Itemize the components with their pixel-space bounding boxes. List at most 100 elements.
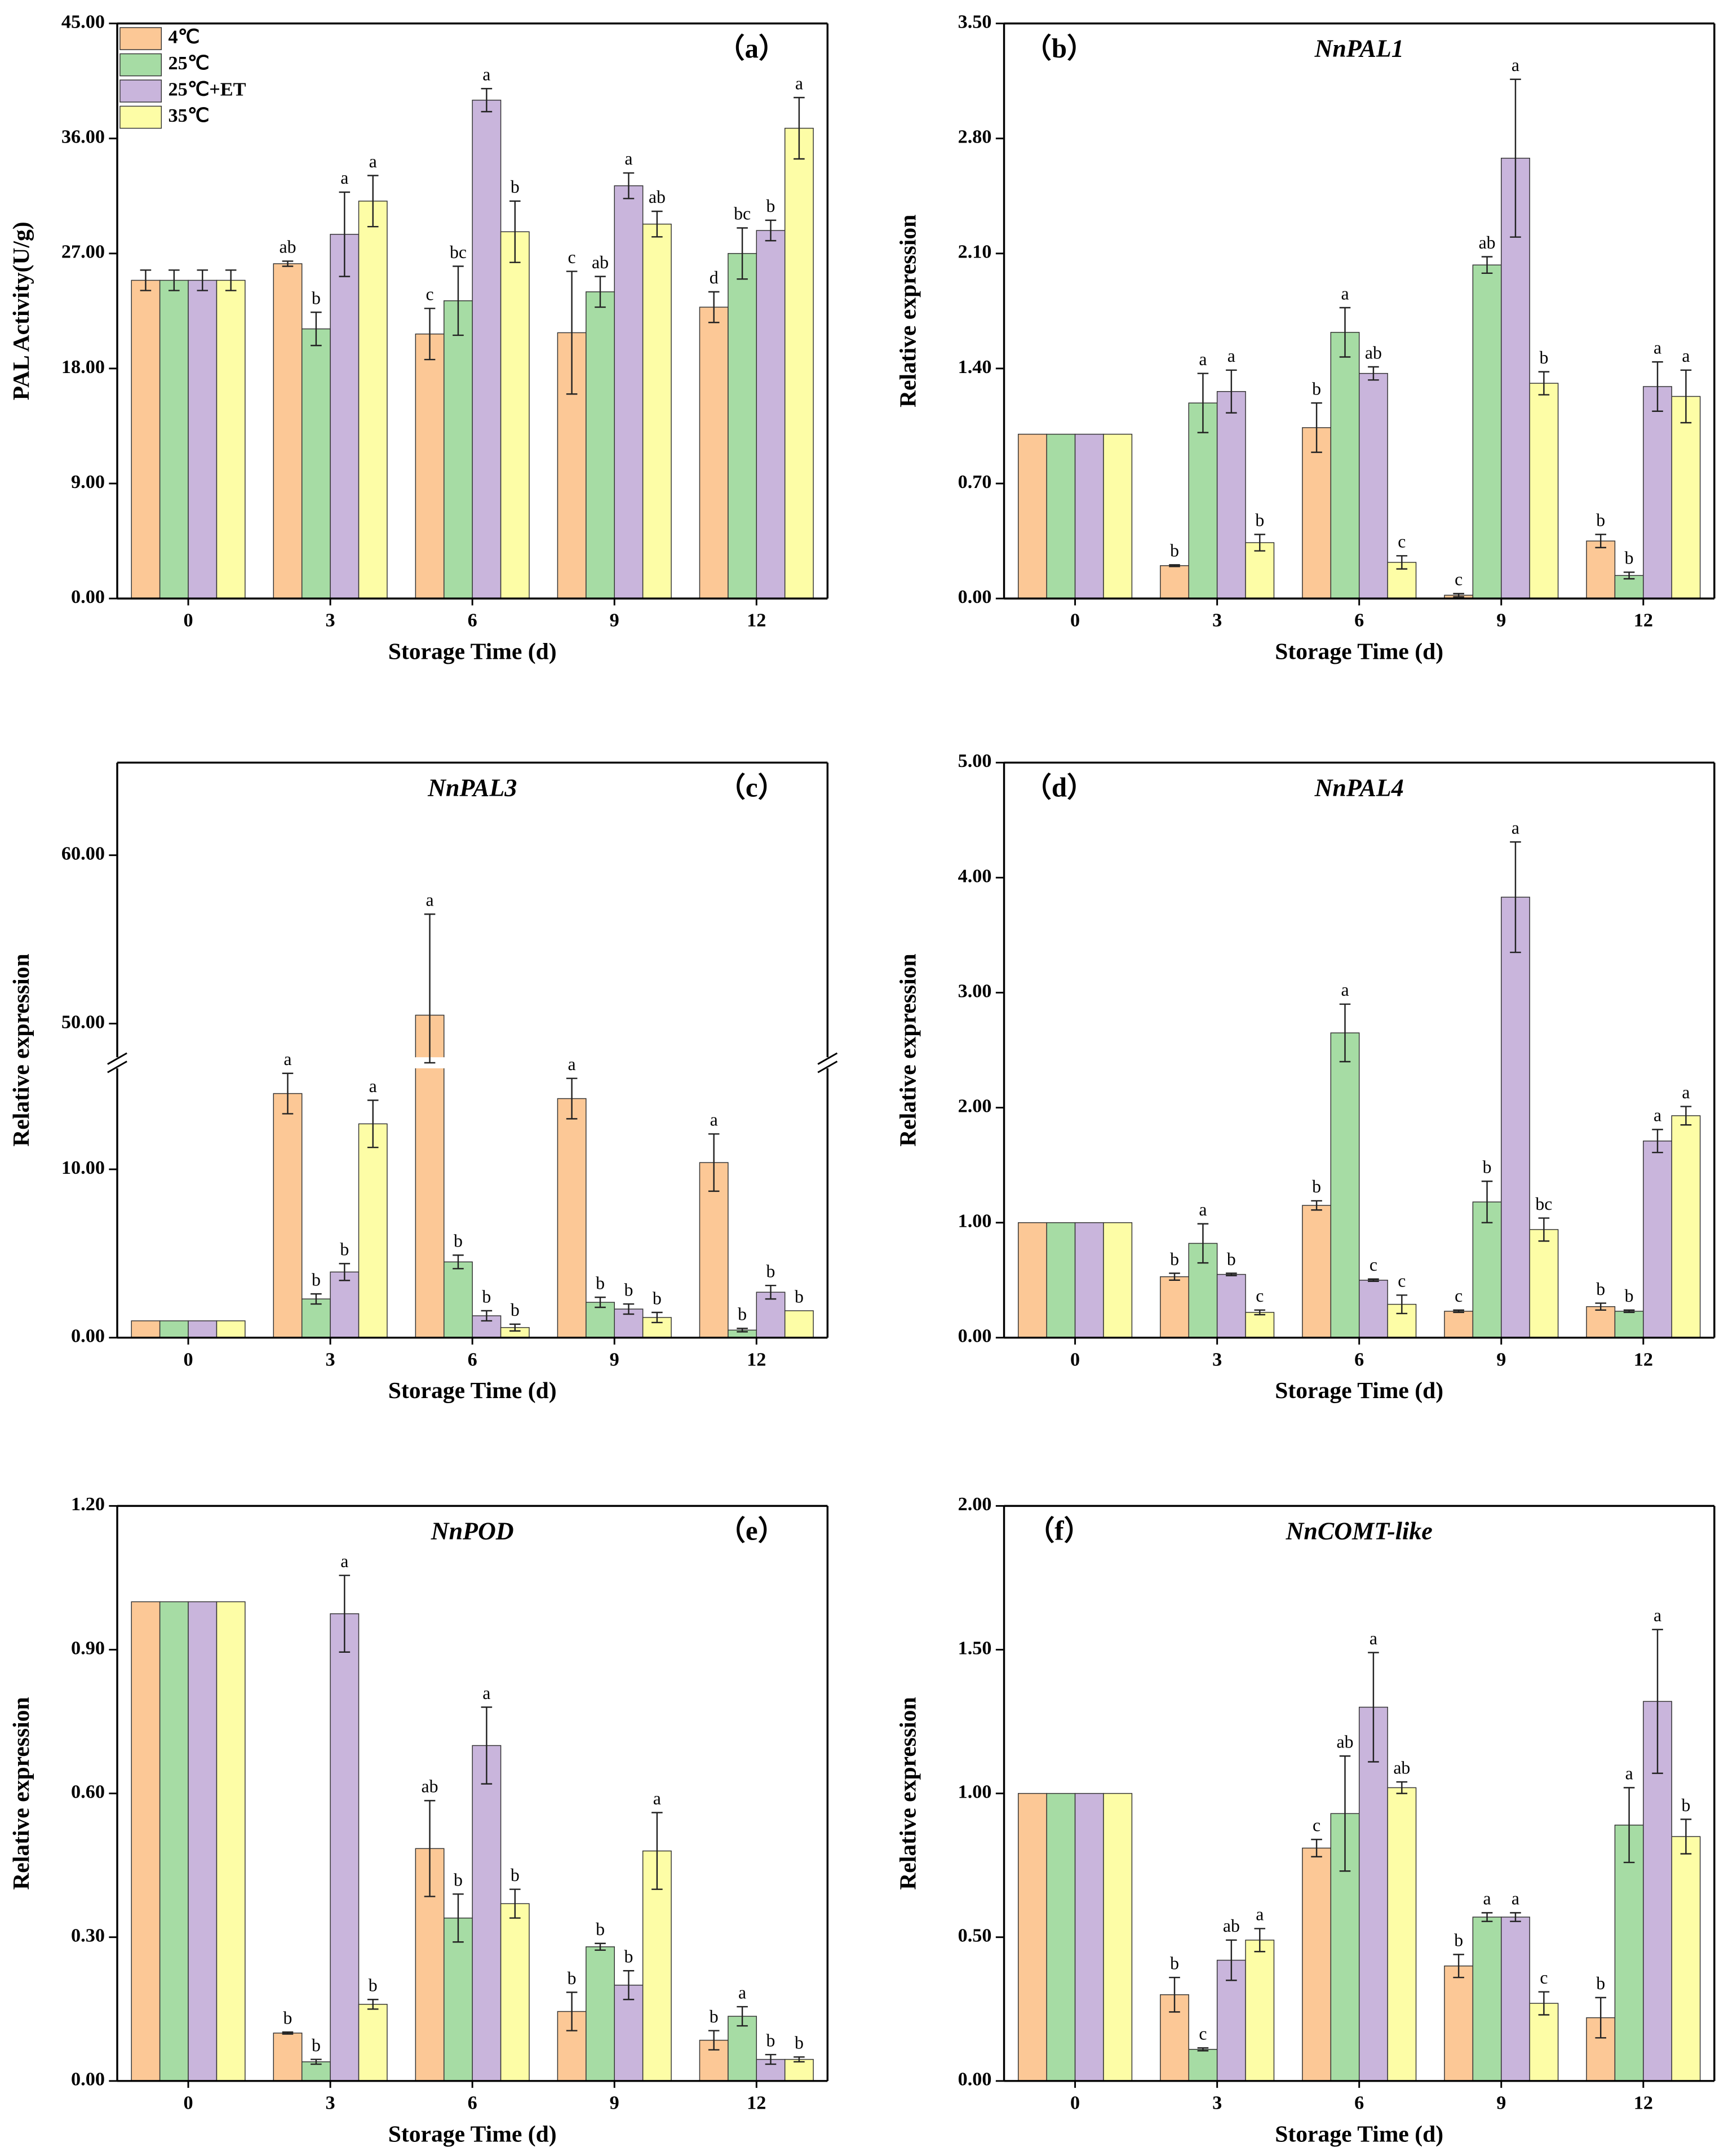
y-tick-label: 10.00 — [61, 1157, 105, 1178]
error-bar — [282, 260, 294, 267]
y-tick-label: 0.00 — [71, 1325, 105, 1347]
significance-letter: b — [710, 2007, 719, 2026]
bar — [1245, 1940, 1275, 2082]
error-bar — [595, 276, 606, 308]
y-tick-label: 2.80 — [958, 126, 992, 148]
y-tick-label: 0.00 — [958, 1325, 992, 1347]
bar — [1358, 1280, 1388, 1338]
bar — [1614, 1824, 1644, 2082]
break-mark — [107, 1061, 127, 1073]
significance-letter: b — [1312, 379, 1321, 398]
error-bar — [1197, 2047, 1209, 2052]
bar — [1074, 1222, 1104, 1338]
y-tick-label: 1.50 — [958, 1637, 992, 1658]
significance-letter: b — [511, 177, 520, 197]
error-bar — [794, 2056, 805, 2063]
bar — [1472, 264, 1502, 599]
bar — [1074, 433, 1104, 599]
x-tick-label: 9 — [1496, 610, 1506, 631]
bar — [1671, 396, 1701, 599]
bar — [330, 1271, 360, 1338]
bar — [1330, 332, 1360, 599]
significance-letter: bc — [450, 242, 467, 262]
significance-letter: c — [426, 285, 433, 304]
significance-letter: b — [1170, 1953, 1179, 1973]
bar — [188, 1320, 218, 1338]
error-bar — [1510, 1912, 1521, 1922]
bar — [188, 280, 218, 599]
bar — [301, 328, 331, 599]
error-bar — [1254, 1928, 1266, 1953]
error-bar — [1538, 1217, 1550, 1242]
y-tick-label: 2.10 — [958, 241, 992, 263]
significance-letter: b — [653, 1288, 662, 1308]
chart-title: NnPAL1 — [1314, 35, 1404, 63]
bar — [1472, 1917, 1502, 2082]
significance-letter: c — [1455, 570, 1462, 589]
error-bar — [794, 96, 805, 160]
axis-break — [106, 1057, 839, 1068]
significance-letter: b — [511, 1865, 520, 1885]
bar — [1444, 1966, 1474, 2082]
significance-letter: b — [1170, 541, 1179, 561]
bar — [415, 1014, 445, 1338]
error-bar — [1595, 534, 1607, 548]
legend-swatch — [119, 27, 162, 50]
significance-letter: b — [1255, 511, 1264, 530]
x-tick-label: 9 — [610, 610, 619, 631]
error-bar — [1453, 1309, 1464, 1314]
significance-letter: ab — [1365, 343, 1382, 362]
y-tick-label: 2.00 — [958, 1095, 992, 1116]
error-bar — [1226, 1272, 1237, 1276]
significance-letter: ab — [1223, 1916, 1240, 1936]
bar — [1245, 542, 1275, 599]
significance-letter: a — [1682, 1083, 1690, 1102]
bar — [1444, 1311, 1474, 1338]
error-bar — [1680, 1818, 1692, 1855]
significance-letter: b — [369, 1976, 378, 1995]
error-bar — [623, 172, 635, 199]
y-tick-label: 1.00 — [958, 1210, 992, 1232]
y-tick-label: 0.00 — [958, 586, 992, 607]
significance-letter: b — [312, 1270, 321, 1289]
error-bar — [1311, 1839, 1322, 1858]
significance-letter: a — [1654, 338, 1661, 358]
y-tick-label: 0.90 — [71, 1637, 105, 1658]
bar — [1330, 1032, 1360, 1338]
break-mark — [107, 1052, 127, 1065]
significance-letter: a — [1512, 55, 1519, 75]
bar — [1216, 1274, 1246, 1338]
significance-letter: a — [1199, 349, 1207, 369]
panel-label: （e） — [718, 1515, 786, 1546]
error-bar — [708, 2030, 720, 2051]
x-tick-label: 3 — [1212, 610, 1222, 631]
significance-letter: b — [1625, 548, 1634, 568]
significance-letter: b — [766, 2030, 775, 2050]
significance-letter: a — [1227, 346, 1235, 366]
error-bar — [566, 270, 578, 395]
error-bar — [1453, 1954, 1464, 1978]
error-bar — [1311, 1200, 1322, 1211]
x-tick-label: 0 — [1070, 610, 1080, 631]
y-tick-label: 3.50 — [958, 11, 992, 32]
bar — [273, 263, 303, 599]
error-bar — [1595, 1302, 1607, 1311]
legend-swatch — [119, 53, 162, 77]
bar — [1216, 391, 1246, 599]
bar — [1302, 1847, 1332, 2082]
x-tick-label: 12 — [1634, 1348, 1653, 1370]
error-bar — [595, 1942, 606, 1951]
error-bar — [708, 1133, 720, 1192]
error-bar — [566, 1991, 578, 2031]
error-bar — [1481, 1912, 1493, 1922]
significance-letter: a — [426, 890, 433, 910]
panel: 0.001.002.003.004.005.000 3 6 9 12babcbacccb… — [895, 750, 1716, 1404]
x-tick-label: 9 — [610, 2092, 619, 2113]
bar — [472, 99, 502, 599]
bar — [784, 1310, 814, 1338]
bar — [131, 1601, 161, 2082]
significance-letter: b — [1539, 348, 1548, 367]
bar — [415, 333, 445, 599]
significance-letter: a — [340, 1551, 348, 1571]
error-bar — [311, 1293, 322, 1305]
